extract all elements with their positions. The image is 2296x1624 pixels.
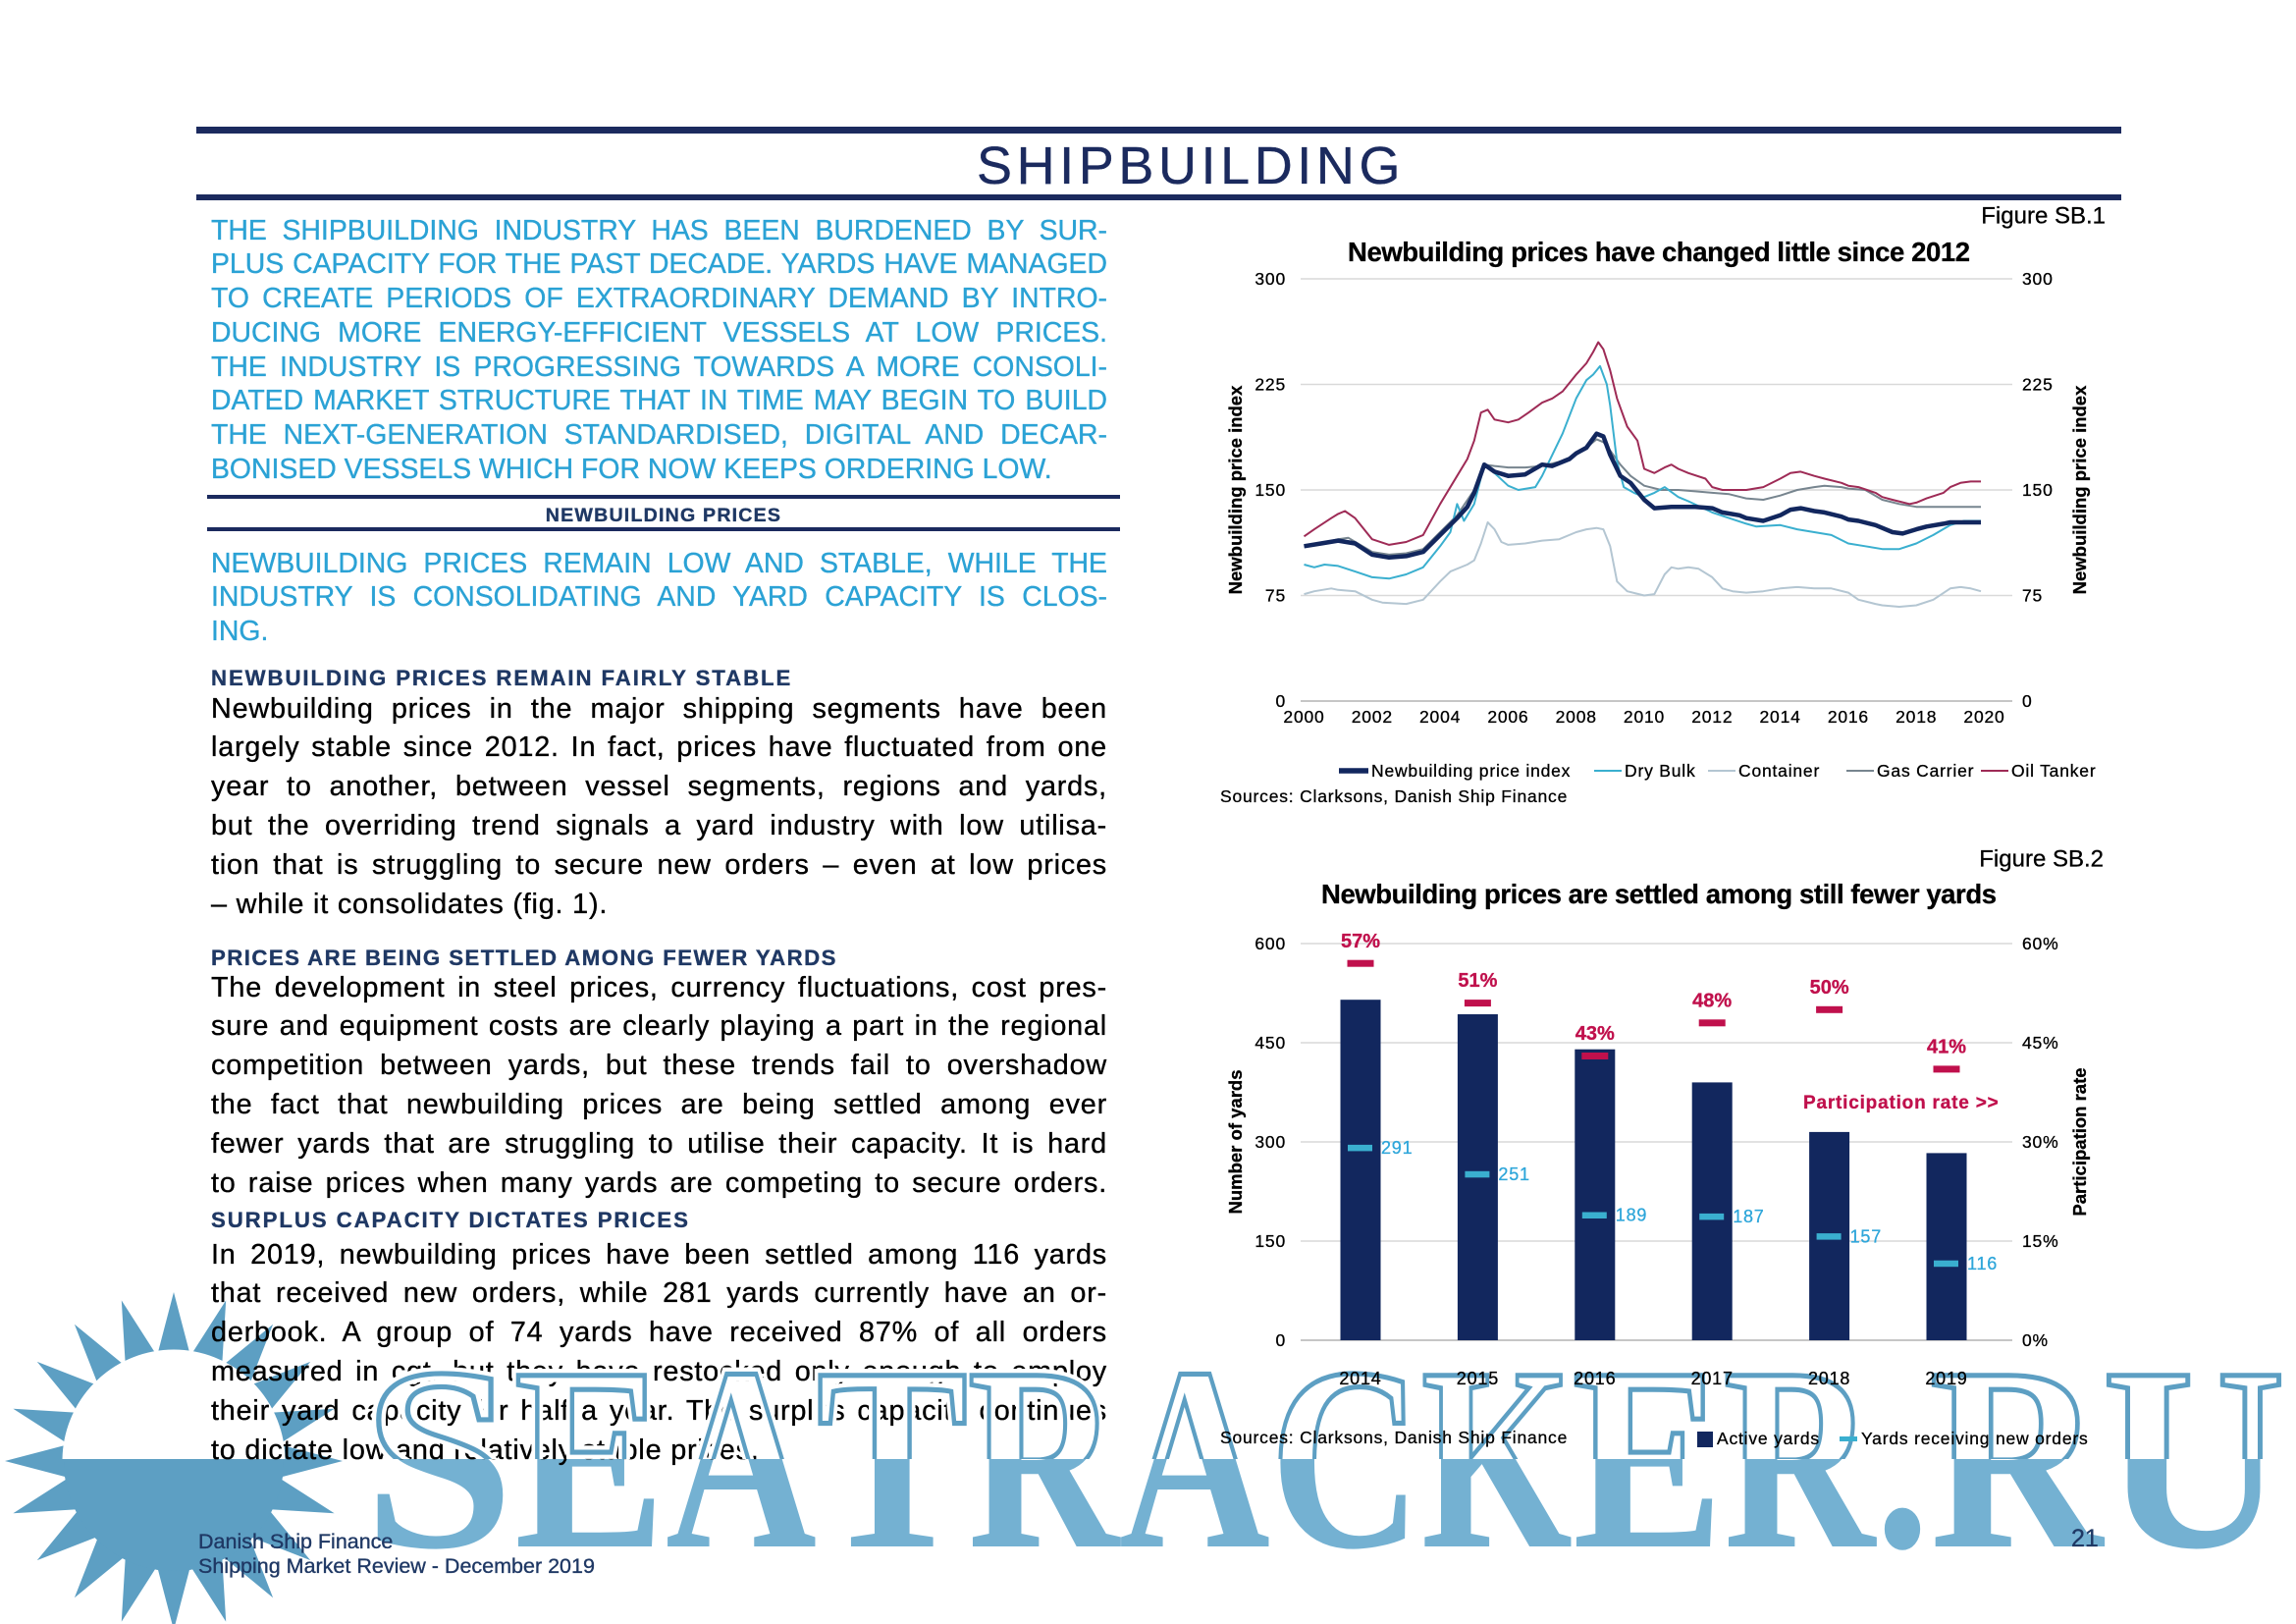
svg-text:2012: 2012 bbox=[1691, 707, 1733, 727]
svg-text:.: . bbox=[1875, 1313, 1930, 1602]
svg-text:R: R bbox=[968, 1313, 1122, 1602]
svg-text:450: 450 bbox=[1255, 1033, 1286, 1053]
svg-text:U: U bbox=[2103, 1313, 2285, 1602]
svg-text:C: C bbox=[1270, 1313, 1421, 1602]
svg-text:A: A bbox=[666, 1313, 817, 1602]
svg-text:2014: 2014 bbox=[1339, 1369, 1381, 1388]
svg-text:R: R bbox=[968, 1313, 1122, 1602]
svg-text:T: T bbox=[817, 1313, 968, 1602]
svg-text:251: 251 bbox=[1498, 1164, 1529, 1184]
svg-text:50%: 50% bbox=[1810, 977, 1849, 999]
svg-text:300: 300 bbox=[1255, 1132, 1286, 1152]
svg-text:S: S bbox=[363, 1313, 514, 1602]
svg-text:S: S bbox=[363, 1313, 514, 1602]
svg-text:A: A bbox=[666, 1313, 817, 1602]
svg-text:150: 150 bbox=[1255, 1231, 1286, 1251]
svg-text:2008: 2008 bbox=[1556, 707, 1597, 727]
svg-text:R: R bbox=[1724, 1313, 1878, 1602]
svg-text:2017: 2017 bbox=[1691, 1369, 1734, 1388]
svg-text:2000: 2000 bbox=[1283, 707, 1324, 727]
svg-text:0: 0 bbox=[1275, 1330, 1286, 1350]
svg-text:2016: 2016 bbox=[1828, 707, 1869, 727]
svg-text:Active yards: Active yards bbox=[1717, 1429, 1820, 1448]
svg-text:60%: 60% bbox=[2022, 934, 2058, 953]
svg-text:2006: 2006 bbox=[1487, 707, 1528, 727]
svg-text:0: 0 bbox=[2022, 691, 2033, 711]
svg-text:2018: 2018 bbox=[1808, 1369, 1850, 1388]
svg-text:30%: 30% bbox=[2022, 1132, 2058, 1152]
svg-text:2010: 2010 bbox=[1624, 707, 1665, 727]
svg-text:K: K bbox=[1421, 1313, 1573, 1602]
svg-text:75: 75 bbox=[2022, 586, 2043, 606]
svg-text:0: 0 bbox=[1275, 691, 1286, 711]
svg-text:15%: 15% bbox=[2022, 1231, 2058, 1251]
svg-text:43%: 43% bbox=[1575, 1023, 1615, 1045]
svg-text:291: 291 bbox=[1381, 1138, 1413, 1158]
svg-text:S: S bbox=[363, 1313, 514, 1602]
svg-text:600: 600 bbox=[1255, 934, 1286, 953]
svg-text:2018: 2018 bbox=[1896, 707, 1937, 727]
svg-text:Sources: Clarksons, Danish Shi: Sources: Clarksons, Danish Ship Finance bbox=[1220, 1428, 1568, 1447]
svg-text:2002: 2002 bbox=[1352, 707, 1393, 727]
svg-text:T: T bbox=[817, 1313, 968, 1602]
svg-text:2014: 2014 bbox=[1760, 707, 1801, 727]
svg-text:R: R bbox=[1724, 1313, 1878, 1602]
svg-text:Newbuilding price index: Newbuilding price index bbox=[1225, 385, 1246, 594]
svg-text:150: 150 bbox=[1255, 480, 1286, 500]
svg-text:300: 300 bbox=[1255, 269, 1286, 289]
svg-text:45%: 45% bbox=[2022, 1033, 2058, 1053]
svg-text:116: 116 bbox=[1967, 1254, 1998, 1273]
svg-text:A: A bbox=[1119, 1313, 1270, 1602]
svg-text:225: 225 bbox=[2022, 375, 2054, 395]
svg-text:.: . bbox=[1875, 1313, 1930, 1602]
svg-text:75: 75 bbox=[1265, 586, 1286, 606]
svg-text:Figure SB.2: Figure SB.2 bbox=[1979, 846, 2104, 873]
svg-text:U: U bbox=[2103, 1313, 2285, 1602]
svg-text:R: R bbox=[1724, 1313, 1878, 1602]
svg-text:2015: 2015 bbox=[1457, 1369, 1499, 1388]
svg-text:R: R bbox=[968, 1313, 1122, 1602]
svg-text:E: E bbox=[514, 1313, 666, 1602]
svg-text:2004: 2004 bbox=[1419, 707, 1461, 727]
svg-text:51%: 51% bbox=[1458, 970, 1497, 992]
svg-text:Oil Tanker: Oil Tanker bbox=[2011, 761, 2096, 781]
svg-text:Dry Bulk: Dry Bulk bbox=[1625, 761, 1696, 781]
svg-text:48%: 48% bbox=[1692, 990, 1732, 1011]
svg-text:R: R bbox=[1930, 1313, 2106, 1602]
svg-text:0%: 0% bbox=[2022, 1330, 2049, 1350]
svg-text:2020: 2020 bbox=[1963, 707, 2004, 727]
svg-text:157: 157 bbox=[1850, 1226, 1882, 1246]
svg-text:T: T bbox=[817, 1313, 968, 1602]
svg-text:2016: 2016 bbox=[1574, 1369, 1616, 1388]
svg-text:A: A bbox=[666, 1313, 817, 1602]
svg-text:189: 189 bbox=[1616, 1206, 1647, 1225]
svg-text:Gas Carrier: Gas Carrier bbox=[1877, 761, 1974, 781]
svg-text:E: E bbox=[1573, 1313, 1724, 1602]
svg-text:Participation rate: Participation rate bbox=[2069, 1067, 2090, 1216]
svg-text:Participation rate >>: Participation rate >> bbox=[1803, 1093, 1999, 1113]
svg-text:Newbuilding prices have change: Newbuilding prices have changed little s… bbox=[1348, 237, 1970, 267]
svg-text:Newbuilding price index: Newbuilding price index bbox=[1371, 761, 1571, 781]
svg-text:.: . bbox=[1875, 1313, 1930, 1602]
svg-text:U: U bbox=[2103, 1313, 2285, 1602]
svg-text:Yards receiving new orders: Yards receiving new orders bbox=[1861, 1429, 2089, 1448]
svg-text:A: A bbox=[1119, 1313, 1270, 1602]
svg-text:Newbuilding price index: Newbuilding price index bbox=[2069, 385, 2090, 594]
svg-text:150: 150 bbox=[2022, 480, 2054, 500]
svg-text:A: A bbox=[1119, 1313, 1270, 1602]
svg-text:E: E bbox=[514, 1313, 666, 1602]
svg-text:300: 300 bbox=[2022, 269, 2054, 289]
svg-text:187: 187 bbox=[1733, 1207, 1764, 1226]
svg-text:Container: Container bbox=[1738, 761, 1820, 781]
svg-text:57%: 57% bbox=[1341, 931, 1380, 952]
svg-text:41%: 41% bbox=[1927, 1037, 1966, 1058]
svg-text:Figure SB.1: Figure SB.1 bbox=[1981, 203, 2106, 230]
svg-text:Newbuilding prices are settled: Newbuilding prices are settled among sti… bbox=[1321, 879, 1997, 909]
svg-text:2019: 2019 bbox=[1925, 1369, 1967, 1388]
svg-text:Sources: Clarksons, Danish Shi: Sources: Clarksons, Danish Ship Finance bbox=[1220, 786, 1568, 806]
svg-text:Number of yards: Number of yards bbox=[1225, 1069, 1246, 1214]
svg-text:E: E bbox=[514, 1313, 666, 1602]
svg-text:225: 225 bbox=[1255, 375, 1286, 395]
